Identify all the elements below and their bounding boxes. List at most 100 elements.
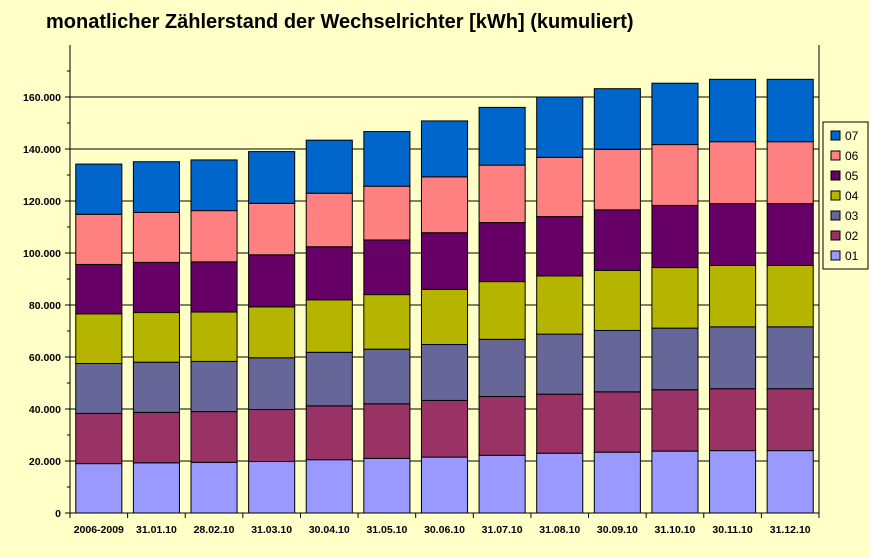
bar-segment-06 [766,141,814,205]
bar-segment-02 [766,388,814,452]
x-tick-label: 31.10.10 [655,524,696,536]
y-tick-label: 20.000 [29,456,61,468]
bar-segment-07 [478,106,526,166]
bar-segment-05 [420,232,469,290]
bar-segment-05 [536,216,584,277]
bar-segment-06 [75,213,123,265]
legend-label-05: 05 [845,169,859,183]
bar-segment-04 [593,269,641,331]
bar-segment-06 [363,185,411,241]
bar-segment-07 [593,88,641,150]
bar-segment-02 [709,388,757,452]
bar-segment-03 [132,361,180,413]
bar-segment-07 [190,159,238,212]
legend-swatch-04 [830,190,841,201]
bar-segment-02 [593,391,641,453]
bar-segment-01 [536,452,584,514]
bar-segment-02 [651,389,699,452]
chart-title: monatlicher Zählerstand der Wechselricht… [46,11,634,33]
x-tick-label: 31.03.10 [251,524,292,536]
bar-segment-04 [363,294,411,350]
legend-label-01: 01 [845,249,859,263]
x-tick-label: 31.08.10 [539,524,580,536]
y-tick-label: 40.000 [29,404,61,416]
bar-segment-01 [420,456,469,514]
bar-segment-02 [305,405,353,461]
bar-segment-01 [593,451,641,514]
bar-segment-04 [132,312,180,363]
bar-stacks [75,78,814,514]
x-tick-label: 31.01.10 [136,524,177,536]
bar-segment-03 [593,329,641,393]
bar-segment-04 [709,264,757,328]
bar-segment-02 [420,399,469,458]
bar-segment-01 [651,450,699,514]
bar-segment-02 [75,412,123,465]
legend-swatch-01 [830,250,841,261]
bar-segment-05 [651,204,699,269]
bar-segment-05 [190,261,238,313]
x-tick-label: 2006-2009 [74,524,124,536]
legend: 07 06 05 04 03 02 01 [822,121,869,270]
x-tick-label: 30.09.10 [597,524,638,536]
x-tick-label: 31.12.10 [770,524,811,536]
bar-segment-06 [651,144,699,206]
legend-swatch-07 [830,130,841,141]
x-tick-label: 30.04.10 [309,524,350,536]
bar-segment-01 [248,461,296,514]
bar-segment-02 [478,396,526,456]
bar-segment-03 [190,360,238,413]
bar-segment-04 [75,313,123,364]
y-tick-label: 60.000 [29,352,61,364]
bar-segment-04 [536,275,584,335]
bar-segment-03 [651,327,699,391]
legend-swatch-03 [830,210,841,221]
legend-swatch-06 [830,150,841,161]
bar-segment-06 [593,148,641,211]
bar-segment-01 [709,450,757,514]
bar-segment-06 [420,176,469,234]
bar-segment-02 [190,411,238,463]
y-axis-ticks: 0 20.000 40.000 60.000 80.000 100.000 120.000 1… [23,70,70,520]
legend-swatch-02 [830,230,841,241]
bar-segment-03 [363,348,411,405]
legend-label-03: 03 [845,209,859,223]
bar-segment-01 [363,457,411,514]
bar-segment-07 [75,163,123,215]
bar-segment-03 [248,357,296,411]
bar-segment-04 [766,264,814,328]
legend-label-07: 07 [845,129,859,143]
bar-segment-03 [478,338,526,398]
bar-segment-07 [536,96,584,158]
bar-segment-06 [190,210,238,263]
legend-swatch-05 [830,170,841,181]
x-axis-ticks: 2006-2009 31.01.10 28.02.10 31.03.10 30.04.1… [69,513,820,536]
legend-label-02: 02 [845,229,859,243]
bar-segment-04 [420,288,469,346]
y-tick-label: 100.000 [23,248,61,260]
bar-segment-01 [766,450,814,514]
bar-segment-06 [536,156,584,218]
x-tick-label: 30.06.10 [424,524,465,536]
bar-segment-05 [593,209,641,271]
x-tick-label: 30.11.10 [712,524,752,536]
bar-segment-07 [420,120,469,178]
bar-segment-03 [305,351,353,407]
bar-segment-07 [132,161,180,213]
bar-segment-05 [305,246,353,301]
bar-segment-01 [75,463,123,514]
bar-segment-04 [248,306,296,359]
bar-segment-02 [536,393,584,454]
y-tick-label: 0 [55,508,61,520]
bar-segment-03 [75,363,123,414]
bar-segment-01 [190,461,238,514]
bar-segment-07 [651,82,699,146]
bar-segment-06 [132,211,180,263]
bar-segment-03 [766,326,814,390]
bar-segment-06 [478,164,526,224]
bar-segment-06 [305,192,353,248]
bar-segment-05 [478,222,526,283]
bar-segment-07 [709,78,757,143]
bar-segment-06 [709,141,757,205]
